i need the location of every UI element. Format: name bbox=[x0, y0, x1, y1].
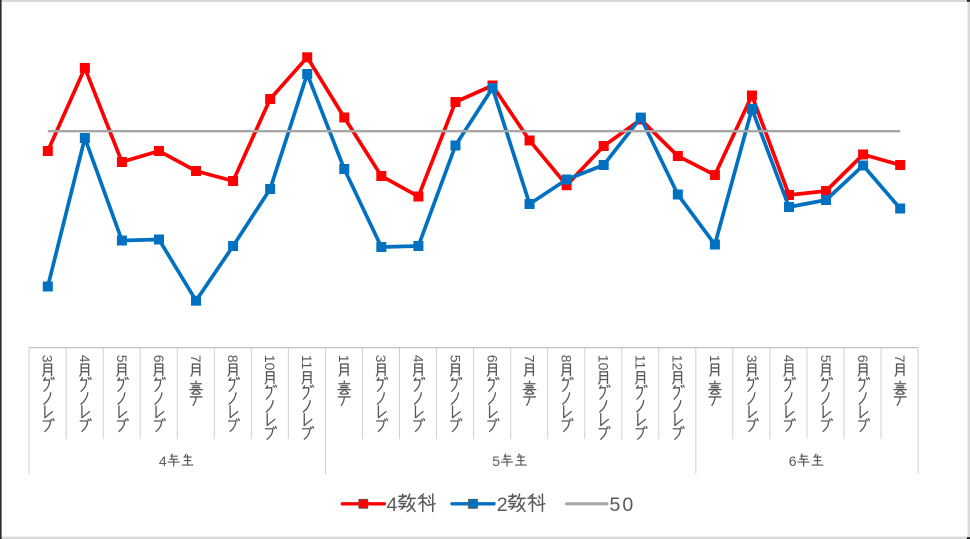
svg-text:8: 8 bbox=[225, 355, 241, 363]
svg-text:3: 3 bbox=[373, 355, 389, 363]
svg-text:11: 11 bbox=[633, 355, 649, 370]
svg-text:6: 6 bbox=[789, 453, 797, 469]
svg-text:3: 3 bbox=[744, 355, 760, 363]
svg-text:5: 5 bbox=[447, 355, 463, 363]
svg-text:7: 7 bbox=[521, 355, 537, 363]
svg-text:6: 6 bbox=[484, 355, 500, 363]
svg-text:1: 1 bbox=[336, 355, 352, 363]
svg-text:4: 4 bbox=[410, 355, 426, 363]
svg-text:11: 11 bbox=[299, 355, 315, 370]
svg-text:12: 12 bbox=[670, 355, 686, 371]
svg-text:4: 4 bbox=[159, 453, 167, 469]
svg-text:50: 50 bbox=[610, 494, 636, 516]
svg-text:3: 3 bbox=[40, 355, 56, 363]
svg-text:10: 10 bbox=[596, 355, 612, 371]
svg-text:5: 5 bbox=[114, 355, 130, 363]
svg-text:5: 5 bbox=[492, 453, 500, 469]
svg-text:7: 7 bbox=[892, 355, 908, 363]
svg-text:5: 5 bbox=[818, 355, 834, 363]
svg-text:1: 1 bbox=[707, 355, 723, 363]
svg-text:4: 4 bbox=[781, 355, 797, 363]
svg-text:6: 6 bbox=[855, 355, 871, 363]
svg-text:2: 2 bbox=[497, 494, 508, 516]
svg-text:8: 8 bbox=[559, 355, 575, 363]
svg-text:10: 10 bbox=[262, 355, 278, 371]
svg-text:4: 4 bbox=[387, 494, 398, 516]
svg-text:6: 6 bbox=[151, 355, 167, 363]
svg-text:7: 7 bbox=[188, 355, 204, 363]
svg-text:4: 4 bbox=[77, 355, 93, 363]
